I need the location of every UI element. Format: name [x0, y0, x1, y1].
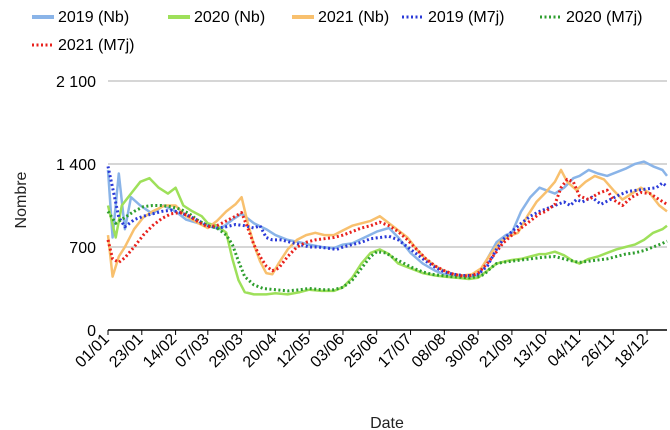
legend-label: 2021 (M7j): [58, 37, 134, 54]
y-tick-label: 0: [87, 323, 96, 340]
x-tick-label: 30/08: [443, 331, 483, 371]
series-line-4: [106, 204, 668, 293]
x-tick-label: 13/10: [510, 331, 550, 371]
x-tick-label: 25/06: [341, 331, 381, 371]
y-tick-label: 1 400: [56, 157, 96, 174]
legend-label: 2021 (Nb): [318, 9, 389, 26]
x-tick-label: 14/02: [140, 331, 180, 371]
series-line-5: [106, 177, 668, 278]
legend-label: 2020 (M7j): [566, 9, 642, 26]
legend-label: 2019 (M7j): [428, 9, 504, 26]
x-tick-label: 12/05: [274, 331, 314, 371]
x-tick-label: 07/03: [172, 331, 212, 371]
series-line-0: [106, 160, 668, 280]
x-axis-title: Date: [370, 415, 404, 430]
x-tick-label: 20/04: [240, 331, 280, 371]
x-tick-label: 21/09: [476, 331, 516, 371]
y-tick-label: 2 100: [56, 74, 96, 91]
x-tick-label: 17/07: [375, 331, 415, 371]
y-tick-label: 700: [69, 240, 96, 257]
legend-label: 2019 (Nb): [58, 9, 129, 26]
x-tick-label: 29/03: [206, 331, 246, 371]
x-tick-label: 04/11: [545, 331, 585, 371]
x-tick-label: 08/08: [409, 331, 449, 371]
x-tick-label: 23/01: [106, 331, 146, 371]
x-tick-label: 26/11: [579, 331, 619, 371]
y-axis-title: Nombre: [13, 171, 30, 228]
series-layer: [106, 160, 668, 296]
x-axis-ticks: 01/0123/0114/0207/0329/0320/0412/0503/06…: [72, 330, 652, 371]
series-line-1: [106, 176, 668, 296]
gridlines: [108, 80, 667, 248]
x-tick-label: 18/12: [612, 331, 652, 371]
x-tick-label: 03/06: [307, 331, 347, 371]
y-axis-ticks: 0 700 1 400 2 100: [56, 74, 96, 340]
legend-label: 2020 (Nb): [194, 9, 265, 26]
legend: 2019 (Nb) 2020 (Nb) 2021 (Nb) 2019 (M7j) 202…: [32, 9, 642, 54]
